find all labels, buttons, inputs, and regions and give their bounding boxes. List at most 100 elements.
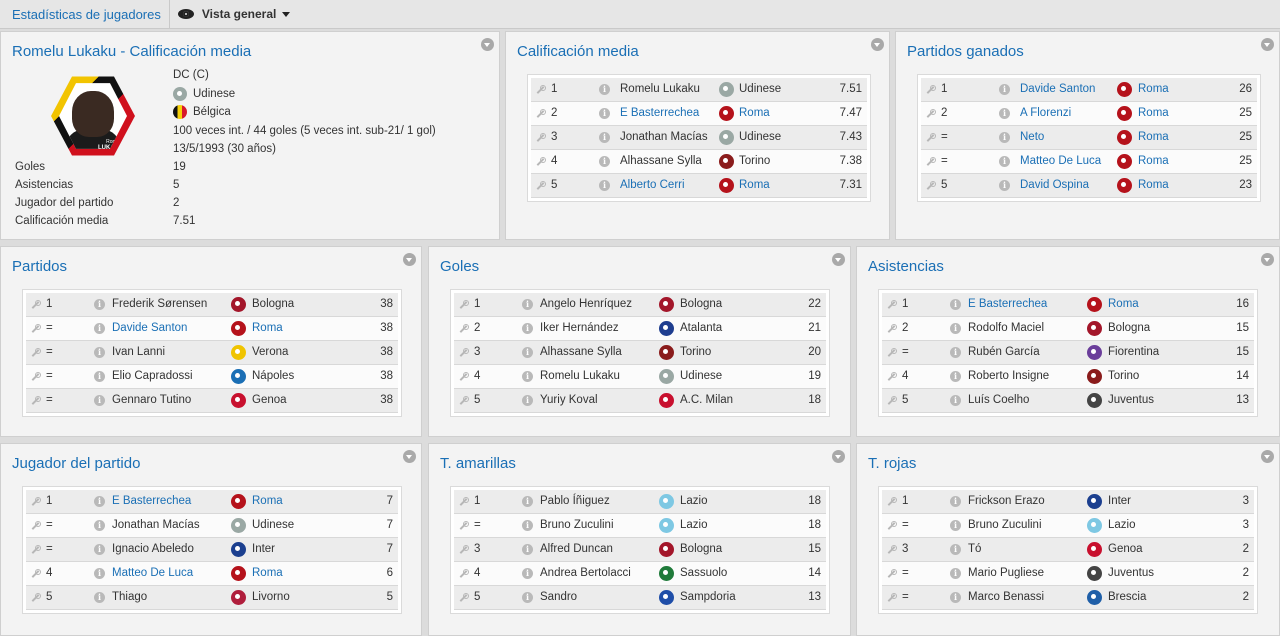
club-name[interactable]: Fiorentina <box>1108 346 1160 358</box>
info-icon[interactable]: i <box>522 347 533 358</box>
table-row[interactable]: = i Rubén García Fiorentina 15 <box>882 341 1254 365</box>
player-name[interactable]: Thiago <box>112 591 148 603</box>
table-row[interactable]: 2 i Iker Hernández Atalanta 21 <box>454 317 826 341</box>
info-icon[interactable]: i <box>999 180 1010 191</box>
info-icon[interactable]: i <box>950 520 961 531</box>
info-icon[interactable]: i <box>999 132 1010 143</box>
club-name[interactable]: Livorno <box>252 591 290 603</box>
player-name[interactable]: Matteo De Luca <box>1020 155 1102 167</box>
pin-icon[interactable] <box>30 372 41 382</box>
table-row[interactable]: 3 i Alhassane Sylla Torino 20 <box>454 341 826 365</box>
table-row[interactable]: = i Elio Capradossi Nápoles 38 <box>26 365 398 389</box>
player-name[interactable]: Angelo Henríquez <box>540 298 633 310</box>
pin-icon[interactable] <box>535 181 546 191</box>
pin-icon[interactable] <box>925 181 936 191</box>
table-row[interactable]: 4 i Andrea Bertolacci Sassuolo 14 <box>454 562 826 586</box>
club-name[interactable]: Nápoles <box>252 370 295 382</box>
player-name[interactable]: Alfred Duncan <box>540 543 613 555</box>
info-icon[interactable]: i <box>94 568 105 579</box>
player-name[interactable]: Neto <box>1020 131 1045 143</box>
player-name[interactable]: Rodolfo Maciel <box>968 322 1045 334</box>
info-icon[interactable]: i <box>522 520 533 531</box>
player-name[interactable]: Romelu Lukaku <box>540 370 620 382</box>
player-name[interactable]: Romelu Lukaku <box>620 83 700 95</box>
collapse-icon[interactable] <box>1261 38 1274 51</box>
club-name[interactable]: Lazio <box>1108 519 1136 531</box>
player-name[interactable]: Pablo Íñiguez <box>540 495 610 507</box>
table-row[interactable]: 3 i Alfred Duncan Bologna 15 <box>454 538 826 562</box>
info-icon[interactable]: i <box>999 84 1010 95</box>
pin-icon[interactable] <box>458 497 469 507</box>
pin-icon[interactable] <box>30 545 41 555</box>
info-icon[interactable]: i <box>950 299 961 310</box>
pin-icon[interactable] <box>925 109 936 119</box>
club-name[interactable]: Roma <box>1138 83 1169 95</box>
table-row[interactable]: 1 i Frickson Erazo Inter 3 <box>882 490 1254 514</box>
pin-icon[interactable] <box>886 545 897 555</box>
pin-icon[interactable] <box>458 372 469 382</box>
info-icon[interactable]: i <box>950 347 961 358</box>
pin-icon[interactable] <box>535 109 546 119</box>
club-name[interactable]: Roma <box>1138 155 1169 167</box>
table-row[interactable]: 5 i David Ospina Roma 23 <box>921 174 1257 198</box>
pin-icon[interactable] <box>535 133 546 143</box>
player-name[interactable]: Bruno Zuculini <box>540 519 614 531</box>
table-row[interactable]: = i Jonathan Macías Udinese 7 <box>26 514 398 538</box>
view-selector[interactable]: Vista general <box>170 7 291 21</box>
panel-title[interactable]: Partidos <box>12 258 68 275</box>
table-row[interactable]: 1 i E Basterrechea Roma 7 <box>26 490 398 514</box>
player-name[interactable]: Marco Benassi <box>968 591 1045 603</box>
info-icon[interactable]: i <box>599 84 610 95</box>
info-icon[interactable]: i <box>999 108 1010 119</box>
player-name[interactable]: Bruno Zuculini <box>968 519 1042 531</box>
player-name[interactable]: Ivan Lanni <box>112 346 166 358</box>
collapse-icon[interactable] <box>832 450 845 463</box>
club-name[interactable]: Sassuolo <box>680 567 728 579</box>
panel-title[interactable]: Jugador del partido <box>12 455 141 472</box>
club-name[interactable]: Bologna <box>252 298 295 310</box>
player-name[interactable]: Matteo De Luca <box>112 567 194 579</box>
pin-icon[interactable] <box>458 396 469 406</box>
pin-icon[interactable] <box>535 157 546 167</box>
pin-icon[interactable] <box>458 569 469 579</box>
table-row[interactable]: = i Gennaro Tutino Genoa 38 <box>26 389 398 413</box>
player-name[interactable]: Elio Capradossi <box>112 370 193 382</box>
table-row[interactable]: = i Bruno Zuculini Lazio 3 <box>882 514 1254 538</box>
player-name[interactable]: Rubén García <box>968 346 1040 358</box>
player-name[interactable]: Jonathan Macías <box>620 131 708 143</box>
info-icon[interactable]: i <box>94 520 105 531</box>
table-row[interactable]: 4 i Alhassane Sylla Torino 7.38 <box>531 150 867 174</box>
info-icon[interactable]: i <box>522 323 533 334</box>
club-name[interactable]: Sampdoria <box>680 591 736 603</box>
club-name[interactable]: Genoa <box>1108 543 1143 555</box>
info-icon[interactable]: i <box>950 323 961 334</box>
pin-icon[interactable] <box>886 324 897 334</box>
pin-icon[interactable] <box>925 157 936 167</box>
info-icon[interactable]: i <box>950 395 961 406</box>
info-icon[interactable]: i <box>950 568 961 579</box>
pin-icon[interactable] <box>30 521 41 531</box>
player-name[interactable]: Alhassane Sylla <box>620 155 702 167</box>
player-name[interactable]: Alhassane Sylla <box>540 346 622 358</box>
info-icon[interactable]: i <box>599 180 610 191</box>
club-name[interactable]: Udinese <box>680 370 723 382</box>
table-row[interactable]: 1 i Angelo Henríquez Bologna 22 <box>454 293 826 317</box>
club-name[interactable]: Lazio <box>680 495 708 507</box>
table-row[interactable]: = i Ivan Lanni Verona 38 <box>26 341 398 365</box>
info-icon[interactable]: i <box>522 395 533 406</box>
player-name[interactable]: Frickson Erazo <box>968 495 1045 507</box>
player-name[interactable]: Yuriy Koval <box>540 394 598 406</box>
pin-icon[interactable] <box>30 348 41 358</box>
pin-icon[interactable] <box>30 300 41 310</box>
info-icon[interactable]: i <box>599 132 610 143</box>
table-row[interactable]: 5 i Thiago Livorno 5 <box>26 586 398 610</box>
table-row[interactable]: 4 i Romelu Lukaku Udinese 19 <box>454 365 826 389</box>
table-row[interactable]: 2 i E Basterrechea Roma 7.47 <box>531 102 867 126</box>
player-name[interactable]: Roberto Insigne <box>968 370 1050 382</box>
player-name[interactable]: Mario Pugliese <box>968 567 1045 579</box>
pin-icon[interactable] <box>535 85 546 95</box>
panel-title[interactable]: Goles <box>440 258 480 275</box>
player-name[interactable]: Davide Santon <box>1020 83 1096 95</box>
info-icon[interactable]: i <box>94 592 105 603</box>
club-name[interactable]: Brescia <box>1108 591 1147 603</box>
